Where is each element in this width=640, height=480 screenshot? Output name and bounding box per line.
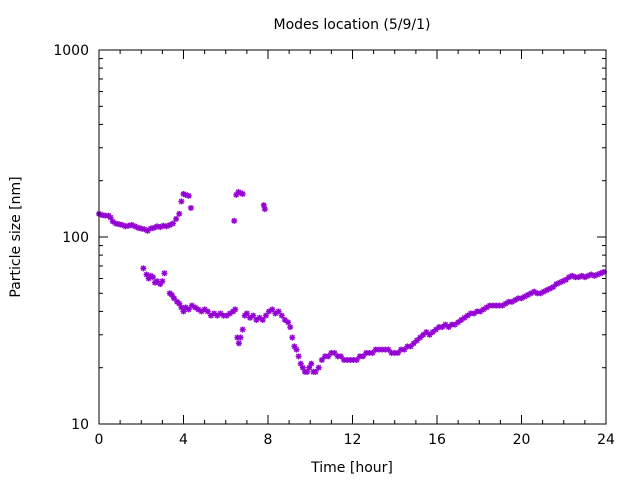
data-point: [247, 314, 254, 321]
data-point: [312, 368, 319, 375]
x-tick-label: 20: [513, 432, 531, 448]
data-point: [154, 278, 161, 285]
data-point: [204, 308, 211, 315]
data-point: [275, 308, 282, 315]
data-point: [285, 319, 292, 326]
x-tick-label: 8: [264, 432, 273, 448]
y-tick-label: 10: [71, 417, 89, 433]
y-axis-label: Particle size [nm]: [8, 176, 24, 297]
data-point: [178, 198, 185, 205]
data-point: [232, 306, 239, 313]
data-point: [243, 310, 250, 317]
data-point: [289, 334, 296, 341]
data-point: [278, 312, 285, 319]
data-point: [149, 274, 156, 281]
data-point: [169, 220, 176, 227]
data-point: [528, 290, 535, 297]
data-point: [235, 340, 242, 347]
data-point: [173, 215, 180, 222]
data-point: [250, 312, 257, 319]
data-points: [96, 189, 607, 375]
data-point: [360, 353, 367, 360]
data-point: [159, 278, 166, 285]
x-tick-label: 24: [597, 432, 615, 448]
data-point: [293, 346, 300, 353]
chart-title: Modes location (5/9/1): [274, 17, 431, 33]
data-point: [315, 364, 322, 371]
data-point: [295, 353, 302, 360]
data-point: [144, 227, 151, 234]
axis-ticks: 0 4 8 12 16 20 24 10 100 1000: [53, 43, 615, 448]
x-tick-label: 4: [179, 432, 188, 448]
data-point: [192, 304, 199, 311]
x-tick-label: 12: [344, 432, 362, 448]
data-point: [477, 308, 484, 315]
data-point: [493, 302, 500, 309]
data-point: [550, 284, 557, 291]
data-point: [140, 265, 147, 272]
data-point: [262, 312, 269, 319]
x-tick-label: 0: [95, 432, 104, 448]
data-point: [187, 204, 194, 211]
data-point: [261, 206, 268, 213]
data-point: [161, 270, 168, 277]
data-point: [239, 326, 246, 333]
x-axis-label: Time [hour]: [310, 460, 393, 476]
data-point: [308, 360, 315, 367]
data-point: [256, 314, 263, 321]
data-point: [237, 334, 244, 341]
y-tick-label: 100: [62, 230, 89, 246]
x-tick-label: 16: [428, 432, 446, 448]
data-point: [410, 340, 417, 347]
data-point: [176, 210, 183, 217]
data-point: [512, 297, 519, 304]
y-tick-label: 1000: [53, 43, 89, 59]
data-point: [287, 324, 294, 331]
data-point: [185, 192, 192, 199]
data-point: [259, 316, 266, 323]
data-point: [439, 324, 446, 331]
data-point: [231, 217, 238, 224]
data-point: [239, 190, 246, 197]
